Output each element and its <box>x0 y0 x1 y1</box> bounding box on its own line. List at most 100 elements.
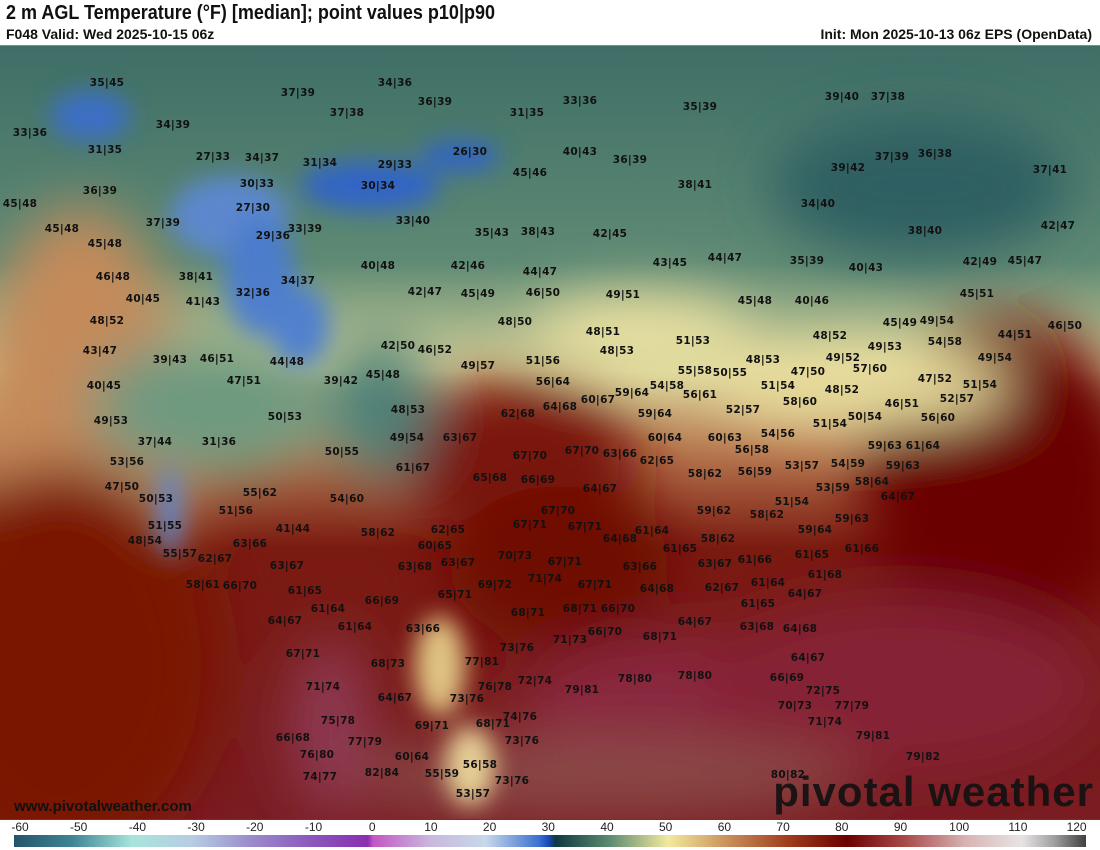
point-value-label: 46|51 <box>199 353 235 365</box>
point-value-label: 37|41 <box>1032 164 1068 176</box>
point-value-label: 34|37 <box>244 152 280 164</box>
colorbar-tick-label: 60 <box>717 820 732 834</box>
point-value-label: 78|80 <box>617 673 653 685</box>
colorbar-gradient <box>14 835 1086 847</box>
point-value-label: 48|53 <box>390 404 426 416</box>
point-value-label: 33|36 <box>562 95 598 107</box>
point-value-label: 67|71 <box>577 579 613 591</box>
point-value-label: 58|62 <box>749 509 785 521</box>
colorbar: -60 -50 -40 -30 -20 -10 0 10 20 30 40 50 60 70 80 90 100… <box>0 820 1100 850</box>
point-value-label: 73|76 <box>449 693 485 705</box>
point-value-label: 70|73 <box>497 550 533 562</box>
point-value-label: 54|58 <box>649 380 685 392</box>
colorbar-tick-label: 40 <box>600 820 614 834</box>
point-value-label: 49|54 <box>977 352 1013 364</box>
point-value-label: 47|51 <box>226 375 262 387</box>
point-value-label: 61|65 <box>794 549 830 561</box>
point-value-label: 31|36 <box>201 436 237 448</box>
point-value-label: 59|63 <box>867 440 903 452</box>
point-value-label: 50|54 <box>847 411 883 423</box>
colorbar-tick-label: 80 <box>835 820 849 834</box>
point-value-label: 49|53 <box>93 415 129 427</box>
point-value-label: 67|70 <box>564 445 600 457</box>
point-value-label: 79|81 <box>564 684 600 696</box>
point-value-label: 66|69 <box>520 474 556 486</box>
point-value-label: 39|40 <box>824 91 860 103</box>
point-value-label: 51|54 <box>812 418 848 430</box>
point-value-label: 62|65 <box>639 455 675 467</box>
point-value-label: 65|68 <box>472 472 508 484</box>
point-value-label: 66|68 <box>275 732 311 744</box>
point-value-label: 37|39 <box>874 151 910 163</box>
point-value-label: 48|53 <box>599 345 635 357</box>
point-value-label: 64|67 <box>377 692 413 704</box>
point-value-label: 45|49 <box>882 317 918 329</box>
point-value-label: 46|51 <box>884 398 920 410</box>
point-value-label: 63|67 <box>442 432 478 444</box>
point-value-label: 67|70 <box>512 450 548 462</box>
point-value-label: 61|64 <box>337 621 373 633</box>
point-value-label: 32|36 <box>235 287 271 299</box>
point-value-label: 34|40 <box>800 198 836 210</box>
point-value-label: 71|74 <box>527 573 563 585</box>
point-value-label: 62|65 <box>430 524 466 536</box>
point-value-label: 50|53 <box>138 493 174 505</box>
point-value-label: 49|54 <box>919 315 955 327</box>
point-value-label: 48|51 <box>585 326 621 338</box>
point-value-label: 45|48 <box>737 295 773 307</box>
point-value-label: 47|50 <box>104 481 140 493</box>
point-value-label: 52|57 <box>725 404 761 416</box>
point-value-label: 29|33 <box>377 159 413 171</box>
point-value-label: 76|78 <box>477 681 513 693</box>
point-value-label: 77|81 <box>464 656 500 668</box>
point-value-label: 74|76 <box>502 711 538 723</box>
valid-time: F048 Valid: Wed 2025-10-15 06z <box>6 26 215 42</box>
point-value-label: 30|33 <box>239 178 275 190</box>
point-value-label: 49|52 <box>825 352 861 364</box>
colorbar-tick-label: 30 <box>541 820 555 834</box>
point-value-label: 60|63 <box>707 432 743 444</box>
point-value-label: 33|39 <box>287 223 323 235</box>
point-value-label: 31|35 <box>509 107 545 119</box>
point-value-label: 34|36 <box>377 77 413 89</box>
point-value-label: 51|54 <box>760 380 796 392</box>
point-value-label: 43|45 <box>652 257 688 269</box>
point-value-label: 54|56 <box>760 428 796 440</box>
point-value-label: 50|55 <box>712 367 748 379</box>
point-value-label: 58|61 <box>185 579 221 591</box>
point-value-label: 62|67 <box>197 553 233 565</box>
point-value-label: 35|45 <box>89 77 125 89</box>
point-value-label: 35|39 <box>789 255 825 267</box>
colorbar-tick-label: 70 <box>776 820 790 834</box>
point-value-label: 37|38 <box>329 107 365 119</box>
point-value-label: 46|50 <box>525 287 561 299</box>
point-value-label: 64|67 <box>582 483 618 495</box>
pivotal-weather-logo: pivotal weather <box>773 768 1094 815</box>
point-value-label: 64|68 <box>639 583 675 595</box>
point-value-label: 65|71 <box>437 589 473 601</box>
point-value-label: 64|67 <box>880 491 916 503</box>
point-value-label: 63|68 <box>739 621 775 633</box>
point-value-label: 67|71 <box>285 648 321 660</box>
point-value-label: 29|36 <box>255 230 291 242</box>
point-value-label: 63|66 <box>602 448 638 460</box>
point-value-label: 46|50 <box>1047 320 1083 332</box>
point-value-label: 42|47 <box>407 286 443 298</box>
point-value-label: 68|71 <box>475 718 511 730</box>
point-value-label: 53|56 <box>109 456 145 468</box>
temperature-map[interactable]: 35|45 37|39 37|38 34|39 33|36 31|35 27|33 34|37… <box>0 45 1100 821</box>
point-value-label: 64|67 <box>677 616 713 628</box>
point-value-label: 48|52 <box>824 384 860 396</box>
point-value-label: 34|37 <box>280 275 316 287</box>
point-value-label: 63|68 <box>397 561 433 573</box>
point-value-label: 51|54 <box>962 379 998 391</box>
point-value-label: 35|39 <box>682 101 718 113</box>
point-value-label: 68|71 <box>562 603 598 615</box>
point-value-label: 51|56 <box>525 355 561 367</box>
point-value-label: 37|44 <box>137 436 173 448</box>
point-value-label: 67|71 <box>547 556 583 568</box>
point-value-label: 59|63 <box>885 460 921 472</box>
point-value-label: 59|64 <box>637 408 673 420</box>
point-value-label: 73|76 <box>494 775 530 787</box>
point-value-label: 69|72 <box>477 579 513 591</box>
